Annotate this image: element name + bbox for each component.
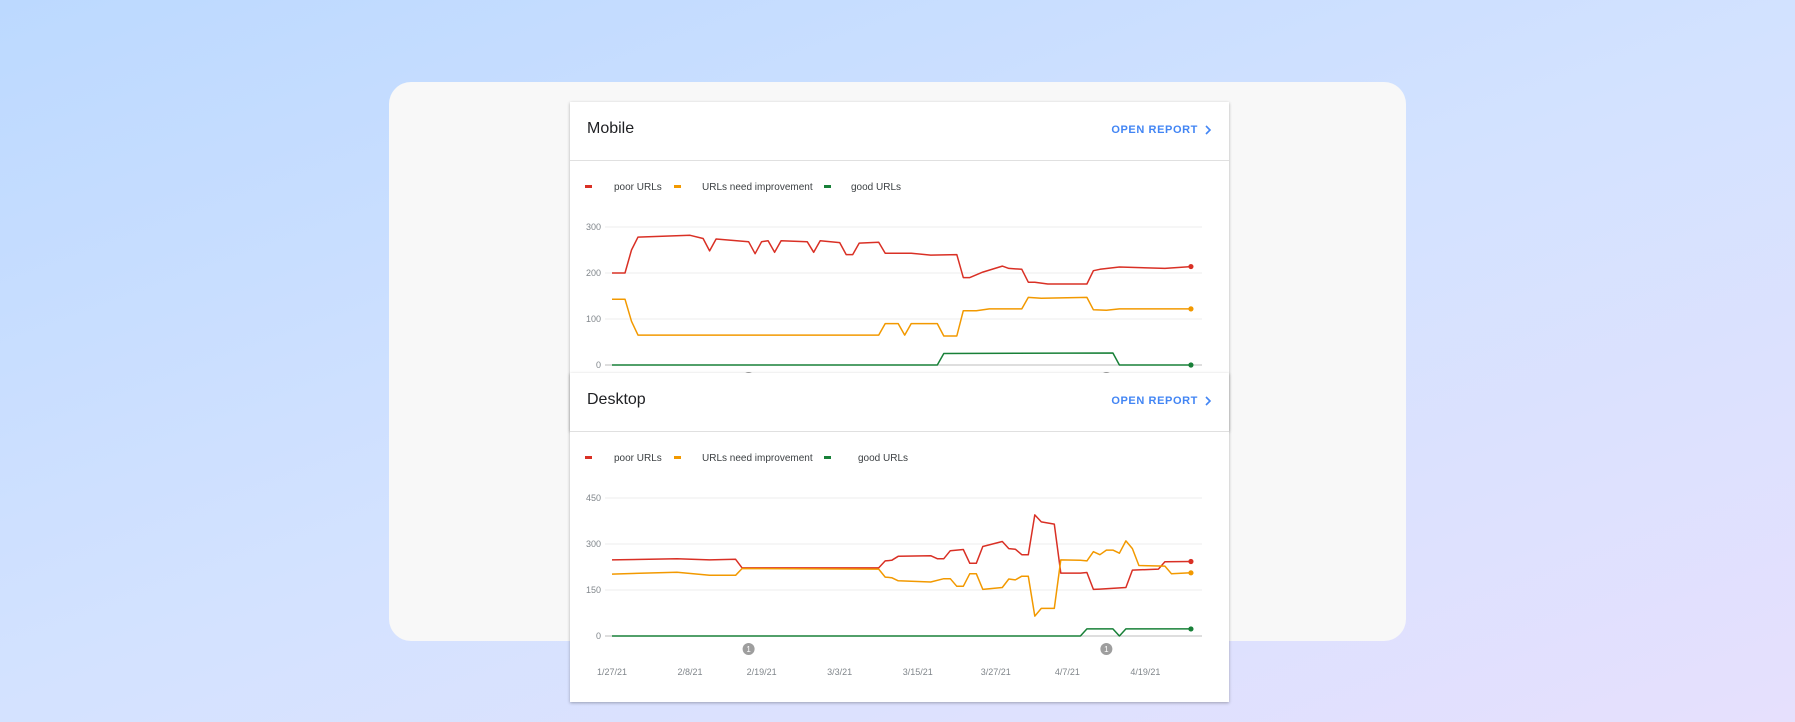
- series-end-point-need: [1188, 570, 1194, 576]
- series-line-need: [611, 540, 1191, 617]
- series-line-good: [612, 352, 1191, 366]
- annotation-bubble: [742, 643, 755, 655]
- legend-label-good: good URLs: [858, 453, 908, 464]
- open-report-label: OPEN REPORT: [1111, 124, 1198, 136]
- series-line-poor: [612, 234, 1191, 285]
- x-tick-label: 2/8/21: [678, 667, 703, 677]
- y-tick-label: 150: [586, 585, 601, 595]
- annotation-marker[interactable]: 1: [1100, 643, 1113, 655]
- series-end-point-good: [1188, 362, 1194, 368]
- chevron-right-icon: [1205, 125, 1212, 135]
- legend-swatch-need: [674, 456, 681, 459]
- x-tick-label: 3/15/21: [903, 667, 933, 677]
- x-tick-label: 3/3/21: [827, 667, 852, 677]
- legend-swatch-need: [674, 185, 681, 188]
- legend-swatch-good: [824, 185, 831, 188]
- legend-label-poor: poor URLs: [614, 453, 662, 464]
- annotation-bubble: [1100, 643, 1113, 655]
- y-tick-label: 300: [586, 222, 601, 232]
- chevron-right-icon: [1205, 396, 1212, 406]
- desktop-chart: poor URLs URLs need improvement good URLs 0…: [585, 453, 1202, 677]
- legend-label-poor: poor URLs: [614, 182, 662, 193]
- series-line-poor: [611, 514, 1191, 591]
- legend-swatch-poor: [585, 185, 592, 188]
- open-report-label: OPEN REPORT: [1111, 395, 1198, 407]
- x-tick-label: 2/19/21: [747, 667, 777, 677]
- x-tick-label: 4/19/21: [1130, 667, 1160, 677]
- y-tick-label: 0: [596, 631, 601, 641]
- legend-label-need: URLs need improvement: [702, 453, 813, 464]
- legend-label-good: good URLs: [851, 182, 901, 193]
- legend-label-need: URLs need improvement: [702, 182, 813, 193]
- annotation-label: 1: [746, 645, 751, 654]
- card-header: Desktop OPEN REPORT: [570, 373, 1229, 432]
- open-report-button[interactable]: OPEN REPORT: [1111, 124, 1212, 136]
- legend-swatch-good: [824, 456, 831, 459]
- series-line-good: [612, 628, 1191, 637]
- series-end-point-poor: [1188, 558, 1194, 565]
- annotation-label: 1: [1104, 645, 1109, 654]
- y-tick-label: 450: [586, 493, 601, 503]
- series-line-need: [612, 296, 1191, 337]
- x-tick-label: 3/27/21: [981, 667, 1011, 677]
- series-end-point-poor: [1188, 263, 1194, 270]
- desktop-card: Desktop OPEN REPORT poor URLs URLs need i…: [570, 373, 1229, 702]
- series-end-point-good: [1188, 626, 1194, 632]
- y-tick-label: 0: [596, 360, 601, 370]
- x-tick-label: 4/7/21: [1055, 667, 1080, 677]
- y-tick-label: 100: [586, 314, 601, 324]
- card-header: Mobile OPEN REPORT: [570, 102, 1229, 161]
- y-tick-label: 300: [586, 539, 601, 549]
- card-title: Desktop: [587, 391, 646, 408]
- annotation-marker[interactable]: 1: [742, 643, 755, 655]
- y-tick-label: 200: [586, 268, 601, 278]
- open-report-button[interactable]: OPEN REPORT: [1111, 395, 1212, 407]
- series-end-point-need: [1188, 306, 1194, 312]
- x-tick-label: 1/27/21: [597, 667, 627, 677]
- card-title: Mobile: [587, 120, 635, 137]
- legend-swatch-poor: [585, 456, 592, 459]
